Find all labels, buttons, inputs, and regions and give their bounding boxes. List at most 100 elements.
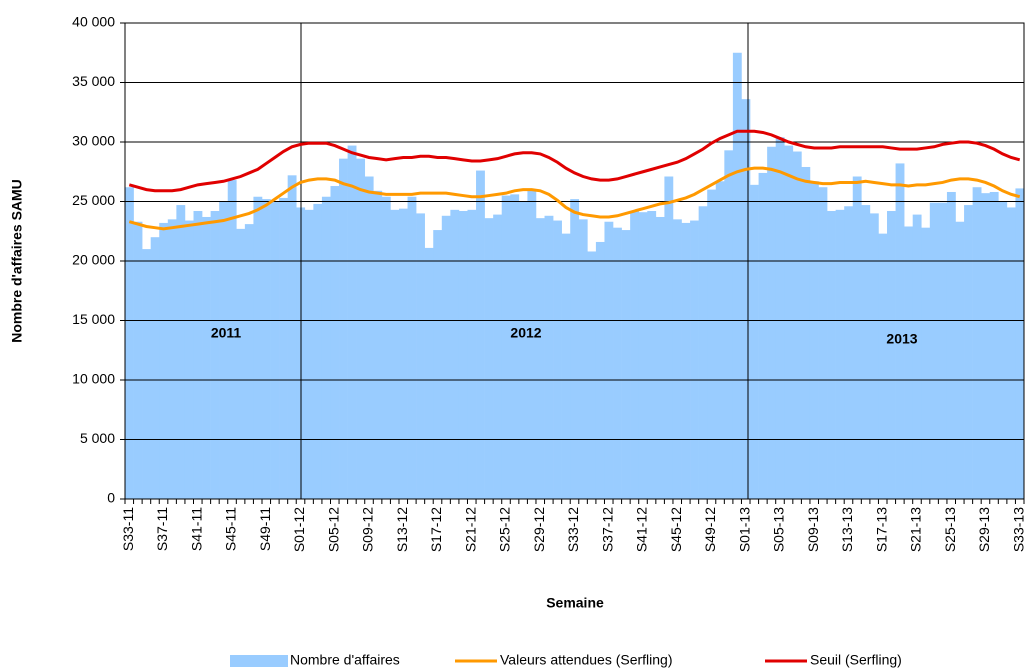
bar <box>176 205 186 499</box>
bar <box>801 166 811 500</box>
y-tick-label: 40 000 <box>72 14 115 30</box>
bar <box>433 230 443 499</box>
x-tick-label: S25-12 <box>497 507 513 552</box>
bar <box>561 233 571 499</box>
bar <box>458 211 468 499</box>
bar <box>398 208 408 499</box>
y-tick-label: 0 <box>107 490 115 506</box>
bar <box>818 187 828 499</box>
bar <box>672 219 682 499</box>
x-tick-label: S05-12 <box>325 507 341 552</box>
bar <box>955 221 965 500</box>
x-tick-label: S33-13 <box>1010 507 1026 552</box>
bar <box>904 226 913 500</box>
bar <box>895 163 905 500</box>
bar <box>912 214 922 499</box>
bar <box>758 172 768 499</box>
x-tick-label: S33-12 <box>565 507 581 552</box>
bar <box>441 215 451 499</box>
bar <box>750 184 759 499</box>
bar <box>595 241 605 499</box>
x-tick-label: S45-12 <box>668 507 684 552</box>
bar <box>938 202 948 499</box>
bar <box>339 158 348 499</box>
bar <box>715 181 725 499</box>
bar <box>476 170 485 499</box>
plot-area <box>125 52 1025 500</box>
plot-frame <box>124 22 1025 500</box>
bar <box>784 145 794 499</box>
bar <box>347 145 357 499</box>
bar <box>210 211 220 499</box>
bar <box>604 221 614 500</box>
bar <box>1006 207 1016 499</box>
bar <box>373 190 383 500</box>
y-tick-label: 10 000 <box>72 371 115 387</box>
x-tick-label: S01-13 <box>736 507 752 552</box>
bar <box>587 251 597 499</box>
y-tick-label: 25 000 <box>72 192 115 208</box>
x-tick-label: S41-11 <box>188 507 204 551</box>
bar <box>467 209 477 499</box>
bar <box>364 176 374 499</box>
x-tick-label: S33-11 <box>120 507 136 551</box>
bar <box>792 151 802 499</box>
bar <box>407 196 417 500</box>
bar <box>972 187 982 499</box>
bar <box>861 205 871 499</box>
x-axis-title: Semaine <box>546 595 604 611</box>
bar <box>878 233 888 499</box>
x-tick-label: S37-12 <box>599 507 615 552</box>
bar <box>527 190 537 500</box>
legend-label: Valeurs attendues (Serfling) <box>500 652 673 668</box>
x-tick-label: S09-13 <box>805 507 821 552</box>
bar <box>647 211 657 499</box>
bar <box>501 195 511 500</box>
bar <box>424 247 434 499</box>
x-tick-label: S13-12 <box>394 507 410 552</box>
y-tick-label: 20 000 <box>72 252 115 268</box>
bar <box>844 206 854 499</box>
x-tick-label: S17-13 <box>873 507 889 552</box>
bar <box>416 213 425 499</box>
bar <box>1015 188 1025 499</box>
bar <box>193 211 203 499</box>
line-series <box>128 166 1021 231</box>
x-tick-label: S25-13 <box>942 507 958 552</box>
bar <box>133 221 143 500</box>
bar <box>921 227 931 499</box>
bar <box>981 193 991 500</box>
bar <box>741 99 751 499</box>
bar <box>964 205 973 499</box>
bar <box>852 176 862 499</box>
bar <box>809 181 819 499</box>
bar <box>236 228 246 499</box>
bar <box>261 199 271 499</box>
bar <box>253 196 263 500</box>
bar <box>570 199 580 499</box>
y-tick-label: 15 000 <box>72 311 115 327</box>
bar <box>167 219 177 499</box>
bar <box>732 52 742 499</box>
bar <box>356 158 366 499</box>
x-tick-label: S45-11 <box>223 507 239 551</box>
year-label: 2013 <box>886 331 917 347</box>
bar <box>142 249 151 499</box>
bar <box>946 191 956 500</box>
x-tick-label: S37-11 <box>154 507 170 551</box>
bar <box>184 220 194 500</box>
bar <box>707 189 717 499</box>
bar <box>544 215 554 499</box>
x-tick-label: S13-13 <box>839 507 855 552</box>
bar <box>621 230 631 499</box>
x-tick-label: S29-13 <box>976 507 992 552</box>
legend-label: Nombre d'affaires <box>290 652 400 668</box>
bar <box>202 216 211 499</box>
bar <box>578 219 588 499</box>
year-label: 2012 <box>510 325 541 341</box>
bar <box>279 197 288 499</box>
x-tick-label: S05-13 <box>771 507 787 552</box>
bar <box>998 201 1008 499</box>
bar <box>698 206 708 499</box>
